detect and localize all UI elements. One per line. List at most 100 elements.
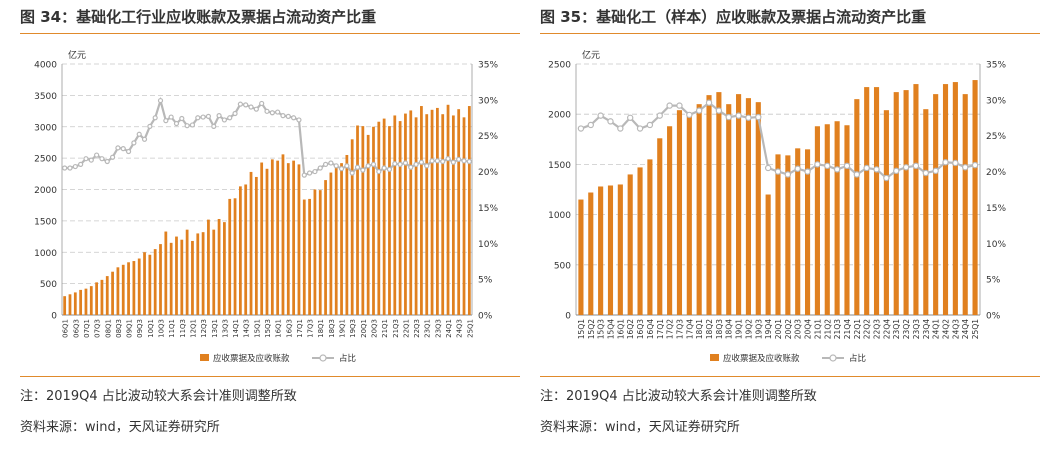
bar	[127, 262, 130, 315]
ratio-point	[912, 162, 920, 170]
bar	[696, 104, 702, 315]
x-tick-label: 18Q3	[715, 319, 724, 339]
bar	[223, 222, 226, 315]
y2-tick-label: 15%	[478, 204, 498, 214]
bar	[414, 117, 418, 316]
ratio-point	[853, 171, 861, 178]
x-tick-label: 07Q3	[94, 319, 102, 338]
bar	[637, 167, 643, 315]
bar	[883, 110, 889, 316]
y-tick-label: 4000	[34, 61, 57, 71]
y-tick-label: 3000	[34, 123, 57, 133]
x-tick-label: 11Q3	[179, 319, 187, 338]
ratio-point	[587, 121, 594, 129]
bar	[467, 106, 471, 315]
bar	[834, 121, 840, 315]
bar	[313, 189, 317, 315]
ratio-point	[873, 166, 880, 173]
ratio-point	[695, 107, 703, 114]
ratio-point	[216, 113, 222, 119]
bar	[297, 164, 301, 315]
ratio-point	[646, 121, 654, 129]
ratio-point	[88, 157, 94, 163]
y2-tick-label: 0%	[986, 312, 1001, 322]
figure-note: 注：2019Q4 占比波动较大系会计准则调整所致	[540, 389, 817, 404]
ratio-point	[173, 120, 180, 127]
ratio-point	[764, 164, 772, 172]
y2-tick-label: 0%	[478, 312, 493, 322]
bar	[420, 106, 423, 315]
ratio-point	[232, 110, 238, 117]
ratio-point	[120, 146, 126, 152]
ratio-point	[824, 162, 831, 170]
x-tick-label: 19Q1	[735, 319, 744, 339]
x-tick-label: 16Q3	[636, 319, 645, 339]
x-tick-label: 21Q3	[833, 319, 842, 339]
ratio-point	[686, 111, 693, 119]
ratio-point	[392, 161, 398, 167]
y2-tick-label: 5%	[986, 276, 1001, 286]
ratio-point	[136, 131, 142, 137]
bar	[804, 149, 811, 315]
bar	[667, 126, 673, 315]
ratio-point	[408, 164, 414, 170]
bar	[292, 160, 296, 315]
x-tick-label: 15Q3	[597, 319, 606, 339]
x-tick-label: 23Q1	[424, 319, 432, 338]
bar	[430, 109, 434, 316]
ratio-point	[445, 156, 451, 162]
bar	[854, 99, 860, 315]
ratio-point	[248, 104, 254, 110]
ratio-point	[418, 159, 425, 165]
x-tick-label: 21Q1	[813, 319, 822, 339]
bar	[716, 92, 722, 315]
y-tick-label: 2500	[548, 61, 571, 71]
x-tick-label: 15Q4	[606, 319, 615, 339]
bar	[864, 87, 870, 315]
ratio-point	[344, 163, 350, 169]
note-rule	[20, 376, 520, 377]
ratio-point	[434, 158, 440, 164]
ratio-point	[243, 102, 249, 108]
ratio-point	[168, 114, 174, 120]
ratio-point	[456, 156, 462, 162]
ratio-point	[62, 165, 68, 171]
ratio-point	[466, 158, 472, 165]
bar	[627, 174, 633, 315]
bar	[63, 296, 67, 315]
ratio-point	[883, 174, 890, 182]
ratio-point	[725, 113, 732, 121]
bar	[68, 294, 72, 315]
bar	[73, 292, 77, 315]
bar	[116, 267, 120, 315]
ratio-point	[440, 158, 446, 165]
x-tick-label: 15Q1	[253, 319, 261, 338]
x-tick-label: 08Q1	[104, 319, 112, 338]
ratio-point	[301, 172, 307, 178]
bar	[382, 118, 386, 315]
y2-tick-label: 10%	[986, 240, 1006, 250]
ratio-point	[211, 123, 217, 129]
figure-note: 注：2019Q4 占比波动较大系会计准则调整所致	[20, 389, 297, 404]
y2-tick-label: 20%	[478, 168, 498, 178]
x-tick-label: 17Q3	[307, 319, 315, 338]
ratio-point	[705, 99, 713, 106]
bar	[598, 186, 604, 315]
y-tick-label: 500	[40, 280, 57, 290]
ratio-point	[184, 123, 190, 129]
x-tick-label: 19Q2	[744, 319, 753, 339]
x-tick-label: 19Q4	[764, 319, 773, 339]
bar	[159, 244, 162, 315]
ratio-point	[922, 169, 930, 177]
ratio-point	[365, 163, 371, 169]
x-tick-label: 15Q3	[264, 319, 272, 338]
bar	[95, 282, 98, 315]
bar	[137, 258, 141, 315]
bar	[933, 94, 939, 315]
bar	[105, 276, 109, 315]
chart-figure-34: 0 500 1000 1500 2000 2500 3000 3500 4000 0% 5% 10% 1…	[34, 49, 498, 364]
ratio-point	[942, 159, 949, 166]
ratio-point	[157, 97, 164, 104]
bar	[814, 126, 820, 315]
x-tick-label: 20Q1	[774, 319, 783, 339]
